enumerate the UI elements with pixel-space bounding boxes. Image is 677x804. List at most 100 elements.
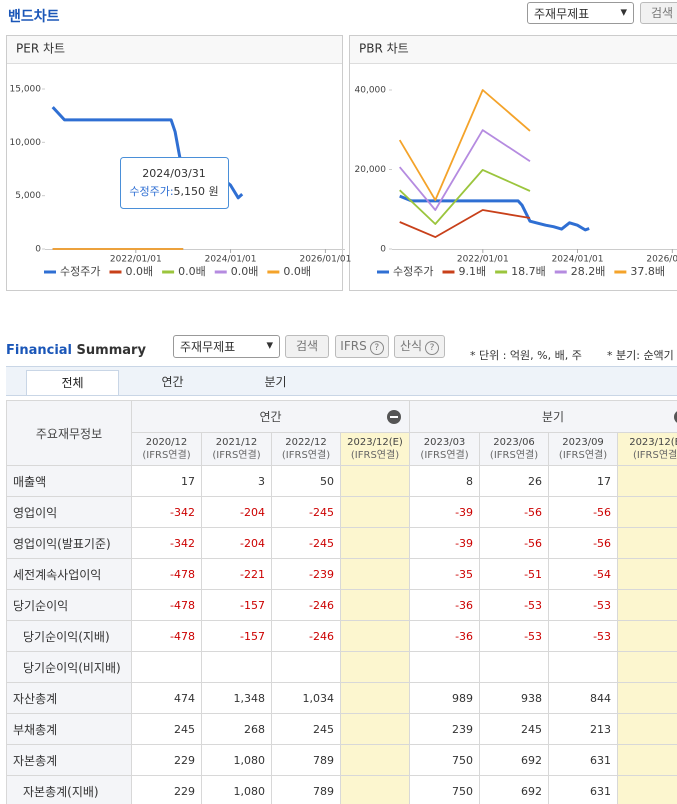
y-tick-label: 15,000 xyxy=(10,85,42,95)
value-cell: 1,348 xyxy=(201,682,272,714)
x-tick-label: 2024/01/01 xyxy=(552,255,604,265)
value-cell xyxy=(617,589,677,621)
x-tick-label: 2024/01/01 xyxy=(205,255,257,265)
tab[interactable]: 분기 xyxy=(264,375,287,389)
period-header: 2023/12(E) (IFRS연결) xyxy=(339,432,411,466)
value-cell xyxy=(339,558,411,590)
data-row: 부채총계 245 268 245 239 245 213 xyxy=(6,713,677,745)
x-tick-label: 2022/01/01 xyxy=(457,255,509,265)
data-row: 자본총계(지배) 229 1,080 789 750 692 631 xyxy=(6,775,677,804)
value-cell: 750 xyxy=(409,744,481,776)
value-cell: 938 xyxy=(479,682,550,714)
value-cell: 50 xyxy=(271,465,341,497)
legend-label: 0.0배 xyxy=(125,265,153,278)
value-cell: 631 xyxy=(548,744,619,776)
group-label: 연간 xyxy=(259,410,282,424)
period-header: 2020/12 (IFRS연결) xyxy=(131,432,202,466)
legend-label: 0.0배 xyxy=(283,265,311,278)
value-cell: -478 xyxy=(131,589,202,621)
value-cell: -53 xyxy=(548,589,619,621)
summary-title: Financial Summary xyxy=(6,343,146,358)
value-cell xyxy=(339,651,411,683)
row-label: 매출액 xyxy=(6,465,132,497)
value-cell: -245 xyxy=(271,496,341,528)
value-cell: 844 xyxy=(548,682,619,714)
data-row: 자산총계 474 1,348 1,034 989 938 844 xyxy=(6,682,677,714)
value-cell xyxy=(201,651,272,683)
value-cell: -54 xyxy=(548,558,619,590)
value-cell: -39 xyxy=(409,496,481,528)
basis: (IFRS연결) xyxy=(632,450,677,461)
value-cell xyxy=(617,558,677,590)
group-header: 연간 xyxy=(130,400,411,433)
data-row: 영업이익(발표기준) -342 -204 -245 -39 -56 -56 xyxy=(6,527,677,559)
legend-label: 수정주가 xyxy=(393,265,433,278)
y-tick-label: 40,000 xyxy=(355,86,387,96)
ifrs-label: IFRS xyxy=(340,339,367,353)
value-cell xyxy=(339,496,411,528)
value-cell: 239 xyxy=(409,713,481,745)
chart-title: PBR 차트 xyxy=(359,42,409,56)
legend-label: 37.8배 xyxy=(630,265,665,278)
value-cell xyxy=(548,651,619,683)
value-cell xyxy=(617,713,677,745)
value-cell xyxy=(339,589,411,621)
summary-select[interactable]: 주재무제표 xyxy=(173,335,280,358)
value-cell xyxy=(339,465,411,497)
value-cell: 17 xyxy=(131,465,202,497)
period: 2023/12(E) xyxy=(629,437,677,448)
data-row: 당기순이익(비지배) xyxy=(6,651,677,683)
value-cell: -56 xyxy=(479,527,550,559)
period: 2020/12 xyxy=(145,437,188,448)
collapse-icon[interactable] xyxy=(387,410,402,424)
basis: (IFRS연결) xyxy=(489,450,539,461)
data-row: 당기순이익 -478 -157 -246 -36 -53 -53 xyxy=(6,589,677,621)
value-cell xyxy=(131,651,202,683)
search-button[interactable]: 검색 xyxy=(640,2,677,24)
tooltip-series: 수정주가: xyxy=(129,185,173,198)
value-cell: -204 xyxy=(201,496,272,528)
row-label: 영업이익 xyxy=(6,496,132,528)
value-cell: -204 xyxy=(201,527,272,559)
period: 2021/12 xyxy=(215,437,258,448)
value-cell: -246 xyxy=(271,620,341,652)
y-tick-label: 0 xyxy=(380,245,386,255)
formula-button[interactable]: 산식? xyxy=(394,335,445,358)
series-line xyxy=(399,194,590,232)
row-label: 자본총계 xyxy=(6,744,132,776)
tooltip-line: 수정주가:5,150 원 xyxy=(129,185,218,198)
statement-select[interactable]: 주재무제표 xyxy=(527,2,634,24)
value-cell: -239 xyxy=(271,558,341,590)
legend-label: 0.0배 xyxy=(231,265,259,278)
value-cell xyxy=(617,775,677,804)
period-header: 2023/09 (IFRS연결) xyxy=(548,432,619,466)
value-cell: -53 xyxy=(479,589,550,621)
per-header xyxy=(7,36,342,63)
data-row: 영업이익 -342 -204 -245 -39 -56 -56 xyxy=(6,496,677,528)
value-cell: -51 xyxy=(479,558,550,590)
row-label: 자본총계(지배) xyxy=(6,775,132,804)
row-label: 당기순이익(비지배) xyxy=(6,651,132,683)
value-cell: -35 xyxy=(409,558,481,590)
value-cell: -157 xyxy=(201,589,272,621)
tab[interactable]: 연간 xyxy=(161,375,184,389)
quarter-note: * 분기: 순액기 xyxy=(607,349,674,362)
pbr-header xyxy=(350,36,677,63)
value-cell: 3 xyxy=(201,465,272,497)
value-cell xyxy=(617,744,677,776)
value-cell: -342 xyxy=(131,496,202,528)
summary-search[interactable]: 검색 xyxy=(285,335,329,358)
period-header: 2021/12 (IFRS연결) xyxy=(201,432,272,466)
value-cell: 692 xyxy=(479,744,550,776)
ifrs-button[interactable]: IFRS? xyxy=(335,335,389,358)
value-cell: -221 xyxy=(201,558,272,590)
value-cell: 789 xyxy=(271,744,341,776)
x-tick-label: 2026/01/01 xyxy=(299,255,351,265)
value-cell: -39 xyxy=(409,527,481,559)
period-header: 2022/12 (IFRS연결) xyxy=(271,432,341,466)
row-label: 당기순이익 xyxy=(6,589,132,621)
collapse-icon[interactable] xyxy=(674,410,677,424)
tab[interactable]: 전체 xyxy=(26,370,119,395)
value-cell: 229 xyxy=(131,744,202,776)
